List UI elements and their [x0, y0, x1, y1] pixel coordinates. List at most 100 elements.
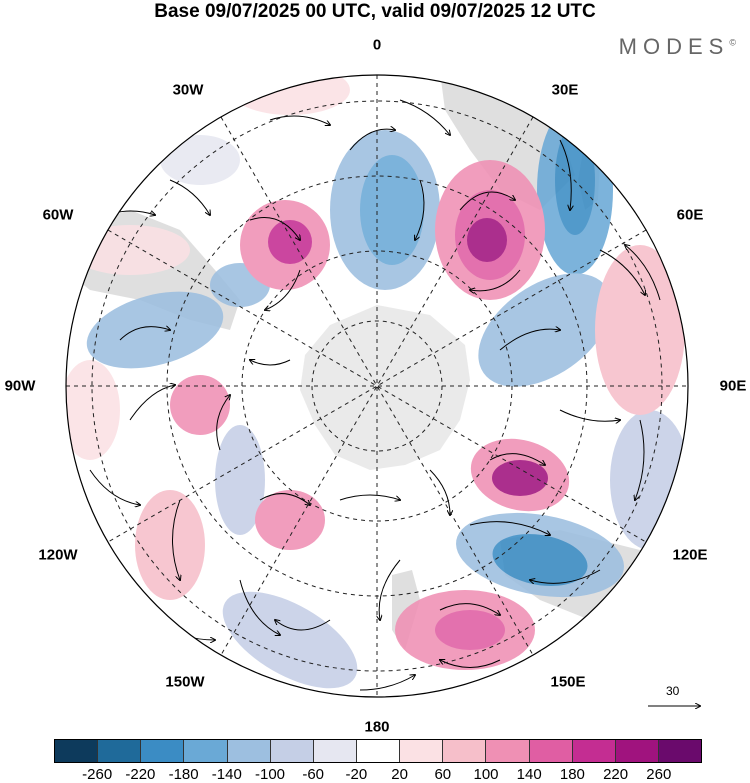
- anomaly-pink-5: [255, 490, 325, 550]
- colorbar-tick-label: -20: [345, 766, 368, 783]
- colorbar-cell: [98, 740, 142, 762]
- wind-vectors: [89, 99, 661, 691]
- wind-arrow: [459, 191, 515, 211]
- colorbar-cell: [572, 740, 616, 762]
- colorbar-tick-labels: -260 -220 -180 -140 -100 -60 -20 20 60 100 140 180 2…: [54, 766, 702, 783]
- colorbar-tick-label: -260: [82, 766, 113, 783]
- wind-arrow: [119, 327, 170, 341]
- colorbar-tick-label: 180: [559, 766, 585, 783]
- wind-arrow: [379, 559, 401, 620]
- map-title: Base 09/07/2025 00 UTC, valid 09/07/2025…: [154, 1, 596, 22]
- wind-arrow: [359, 675, 415, 691]
- wind-arrow: [216, 395, 230, 451]
- anomaly-pink-2-core: [268, 220, 312, 264]
- wind-arrow: [469, 521, 550, 535]
- anomaly-pink-7: [170, 375, 230, 435]
- colorbar-cell: [529, 740, 573, 762]
- colorbar-tick-label: 20: [391, 766, 408, 783]
- anomaly-blue-1-core: [360, 155, 424, 265]
- lon-label-180: 180: [364, 718, 390, 736]
- anomaly-blue-3: [478, 273, 612, 387]
- lon-label-120w: 120W: [38, 546, 78, 564]
- colorbar-tick-label: 140: [516, 766, 542, 783]
- wind-arrow: [172, 499, 181, 580]
- wind-arrow: [339, 494, 400, 500]
- anomaly-pink-11: [66, 360, 120, 460]
- colorbar-tick-label: 260: [646, 766, 672, 783]
- colorbar-tick-label: 100: [473, 766, 499, 783]
- lon-label-0: 0: [372, 36, 382, 54]
- colorbar-cell: [141, 740, 185, 762]
- lon-label-30e: 30E: [551, 81, 579, 99]
- wind-arrow: [635, 419, 645, 500]
- anomaly-blue-9: [610, 410, 688, 550]
- colorbar: [54, 739, 702, 763]
- anomaly-blue-5: [86, 291, 224, 369]
- colorbar-cell: [615, 740, 659, 762]
- colorbar-tick-label: -220: [125, 766, 156, 783]
- lon-label-90e: 90E: [719, 377, 747, 395]
- wind-arrow: [275, 620, 331, 631]
- colorbar-tick-label: -180: [168, 766, 199, 783]
- lon-label-60w: 60W: [42, 206, 74, 224]
- colorbar-cell: [227, 740, 271, 762]
- brand-text: MODES: [618, 34, 730, 59]
- map-boundary: [65, 74, 689, 698]
- anomaly-blue-10: [160, 135, 240, 185]
- wind-arrow: [169, 179, 210, 215]
- wind-arrow: [415, 179, 425, 240]
- brand-mark: ©: [729, 37, 736, 48]
- anomaly-pink-4-core: [435, 610, 505, 650]
- wind-arrow: [349, 129, 395, 151]
- wind-arrow: [89, 469, 140, 505]
- wind-arrow: [489, 453, 545, 465]
- wind-arrow: [250, 360, 291, 366]
- colorbar-cell: [486, 740, 530, 762]
- wind-arrow: [429, 469, 450, 515]
- lon-label-90w: 90W: [4, 377, 36, 395]
- wind-arrow: [399, 99, 450, 135]
- wind-arrow: [530, 569, 601, 583]
- wind-arrow: [559, 139, 571, 210]
- anomaly-pink-6: [135, 490, 205, 600]
- colorbar-tick-label: 60: [434, 766, 452, 783]
- anomaly-pink-8: [595, 245, 685, 415]
- colorbar-cell: [270, 740, 314, 762]
- colorbar-cell: [356, 740, 401, 762]
- colorbar-tick-label: -140: [211, 766, 242, 783]
- colorbar-cell: [55, 740, 99, 762]
- colorbar-tick-label: -100: [254, 766, 286, 783]
- wind-arrow: [239, 579, 280, 635]
- wind-arrow: [625, 245, 661, 301]
- colorbar-tick-label: 220: [603, 766, 629, 783]
- anomaly-pink-1-core: [467, 218, 507, 262]
- anomaly-shading: [66, 75, 688, 689]
- anomaly-pink-3-core: [492, 460, 548, 496]
- wind-arrow: [470, 269, 521, 291]
- land-antarctica: [300, 305, 470, 470]
- wind-arrow: [559, 409, 620, 421]
- lon-label-30w: 30W: [172, 81, 204, 99]
- colorbar-cell: [400, 740, 444, 762]
- wind-arrow: [265, 269, 301, 310]
- wind-arrow: [259, 493, 310, 505]
- wind-arrow: [439, 603, 500, 615]
- wind-arrow: [249, 217, 300, 241]
- map-field: [66, 75, 688, 697]
- colorbar-cell: [184, 740, 228, 762]
- anomaly-pink-10: [230, 75, 350, 115]
- wind-arrow: [599, 249, 645, 295]
- anomaly-blue-8: [215, 425, 265, 535]
- lon-label-120e: 120E: [672, 546, 708, 564]
- colorbar-cell: [443, 740, 487, 762]
- lon-label-150w: 150W: [165, 673, 205, 691]
- lon-label-60e: 60E: [676, 206, 704, 224]
- colorbar-cell: [658, 740, 702, 762]
- reference-vector-label: 30: [666, 684, 680, 698]
- graticule: [66, 75, 688, 697]
- wind-arrow: [269, 115, 330, 125]
- wind-arrow: [499, 329, 560, 351]
- modes-logo: MODES©: [619, 34, 736, 60]
- colorbar-tick-label: -60: [302, 766, 325, 783]
